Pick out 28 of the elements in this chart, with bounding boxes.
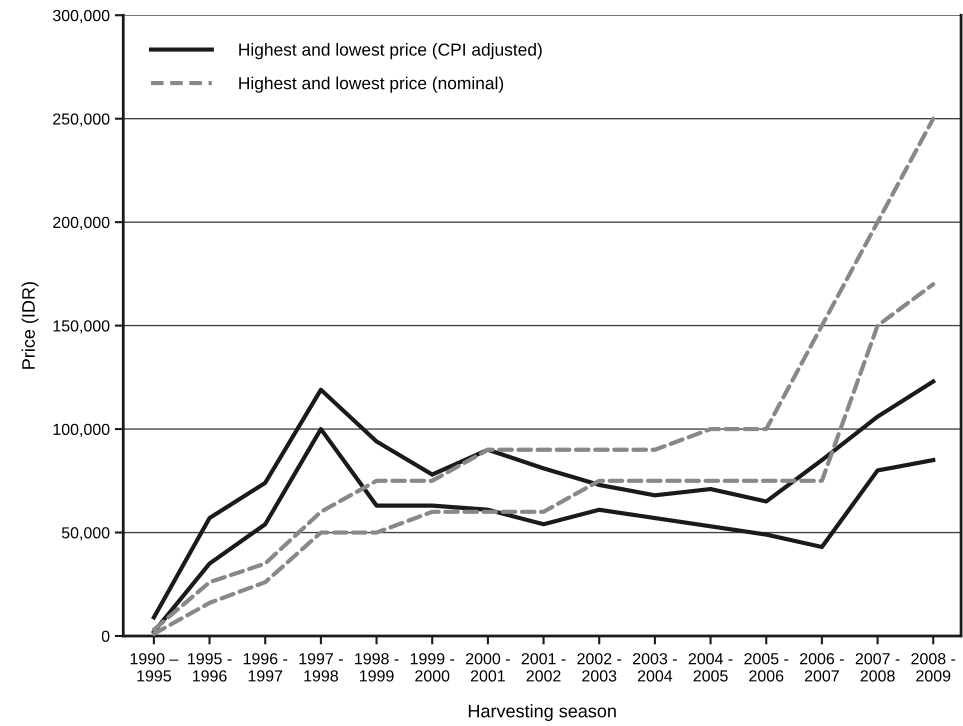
x-tick-label: 2000 - 2001 — [466, 653, 510, 682]
x-tick-label: 2002 - 2003 — [577, 653, 622, 682]
x-tick-label: 1990 – 1995 — [130, 653, 178, 682]
legend-label: Highest and lowest price (CPI adjusted) — [239, 43, 542, 60]
x-tick-label: 2003 - 2004 — [633, 653, 677, 682]
x-tick-label: 1999 - 2000 — [410, 653, 454, 682]
y-axis-title: Price (IDR) — [22, 282, 38, 369]
x-tick-label: 2001 - 2002 — [522, 653, 566, 682]
x-tick-label: 1997 - 1998 — [299, 653, 343, 682]
x-tick-label: 1998 - 1999 — [355, 653, 398, 682]
legend-label: Highest and lowest price (nominal) — [239, 76, 504, 93]
y-tick-label: 300,000 — [52, 10, 110, 24]
x-tick-label: 2007 - 2008 — [856, 653, 900, 682]
x-tick-label: 1995 - 1996 — [188, 653, 232, 682]
x-tick-label: 1996 - 1997 — [244, 653, 288, 682]
x-tick-label: 2004 - 2005 — [688, 653, 733, 682]
y-tick-label: 50,000 — [62, 527, 110, 540]
line-series — [152, 116, 936, 632]
y-tick-label: 0 — [102, 630, 110, 642]
x-tick-label: 2006 - 2007 — [800, 653, 844, 682]
line-series — [152, 379, 936, 620]
y-tick-label: 100,000 — [54, 424, 110, 437]
x-tick-label: 2008 - 2009 — [911, 653, 956, 682]
x-tick-label: 2005 - 2006 — [744, 653, 788, 682]
x-axis-title: Harvesting season — [468, 704, 616, 722]
y-tick-label: 250,000 — [53, 113, 110, 127]
y-tick-label: 200,000 — [53, 216, 110, 230]
y-tick-label: 150,000 — [54, 320, 110, 334]
